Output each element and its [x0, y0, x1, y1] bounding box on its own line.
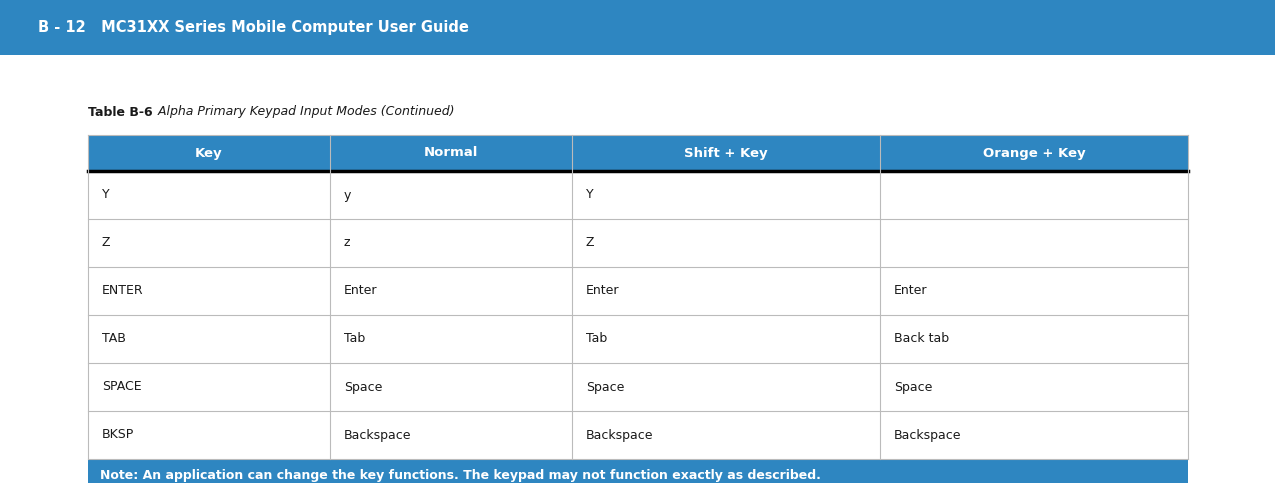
Bar: [88, 363, 1188, 411]
Text: Note: An application can change the key functions. The keypad may not function e: Note: An application can change the key …: [99, 469, 821, 483]
Text: Space: Space: [894, 381, 932, 394]
Text: Backspace: Backspace: [344, 428, 412, 441]
Text: Y: Y: [102, 188, 110, 201]
Text: Enter: Enter: [586, 284, 620, 298]
Bar: [88, 267, 1188, 315]
Text: BKSP: BKSP: [102, 428, 134, 441]
Text: Tab: Tab: [344, 332, 365, 345]
Text: Orange + Key: Orange + Key: [983, 146, 1085, 159]
Text: Back tab: Back tab: [894, 332, 949, 345]
Text: Tab: Tab: [586, 332, 607, 345]
Text: Normal: Normal: [423, 146, 478, 159]
Text: Z: Z: [102, 237, 111, 250]
Bar: [88, 315, 1188, 363]
Text: Space: Space: [344, 381, 382, 394]
Bar: [88, 411, 1188, 459]
Text: SPACE: SPACE: [102, 381, 142, 394]
Bar: [88, 135, 1188, 171]
Text: B - 12   MC31XX Series Mobile Computer User Guide: B - 12 MC31XX Series Mobile Computer Use…: [38, 20, 469, 35]
Text: Space: Space: [586, 381, 625, 394]
Text: Y: Y: [586, 188, 594, 201]
Text: Z: Z: [586, 237, 594, 250]
Text: Enter: Enter: [894, 284, 927, 298]
Text: TAB: TAB: [102, 332, 126, 345]
Text: Backspace: Backspace: [894, 428, 961, 441]
Text: ENTER: ENTER: [102, 284, 144, 298]
Text: Alpha Primary Keypad Input Modes (Continued): Alpha Primary Keypad Input Modes (Contin…: [150, 105, 454, 118]
Text: Key: Key: [195, 146, 223, 159]
Bar: [0, 0, 1275, 55]
Text: Shift + Key: Shift + Key: [685, 146, 768, 159]
Bar: [88, 171, 1188, 219]
Text: y: y: [344, 188, 352, 201]
Text: Enter: Enter: [344, 284, 377, 298]
Bar: [88, 219, 1188, 267]
Bar: [88, 459, 1188, 483]
Text: z: z: [344, 237, 351, 250]
Text: Backspace: Backspace: [586, 428, 654, 441]
Text: Table B-6: Table B-6: [88, 105, 153, 118]
